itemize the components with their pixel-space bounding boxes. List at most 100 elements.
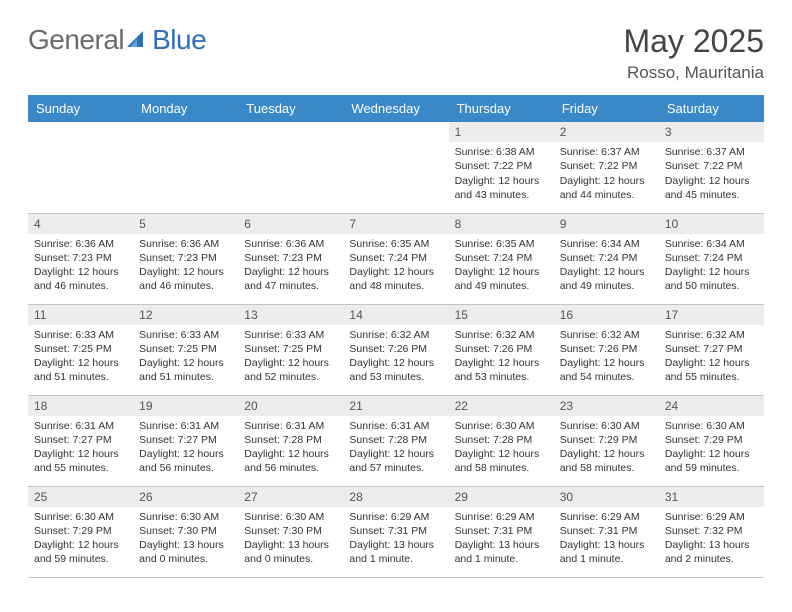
day-number: 18 [28, 396, 133, 416]
day-number: 22 [449, 396, 554, 416]
sunset-text: Sunset: 7:28 PM [455, 433, 548, 447]
day-number: 27 [238, 487, 343, 507]
sunset-text: Sunset: 7:28 PM [349, 433, 442, 447]
calendar-day-cell: 24Sunrise: 6:30 AMSunset: 7:29 PMDayligh… [659, 395, 764, 486]
daylight-text: Daylight: 12 hours and 57 minutes. [349, 447, 442, 475]
day-details: Sunrise: 6:29 AMSunset: 7:31 PMDaylight:… [343, 507, 448, 571]
day-number: 28 [343, 487, 448, 507]
sunset-text: Sunset: 7:23 PM [139, 251, 232, 265]
sunset-text: Sunset: 7:27 PM [139, 433, 232, 447]
day-number: 23 [554, 396, 659, 416]
calendar-day-cell [133, 122, 238, 213]
day-details: Sunrise: 6:36 AMSunset: 7:23 PMDaylight:… [238, 234, 343, 298]
sunrise-text: Sunrise: 6:33 AM [34, 328, 127, 342]
sunset-text: Sunset: 7:25 PM [34, 342, 127, 356]
day-number: 29 [449, 487, 554, 507]
sunrise-text: Sunrise: 6:35 AM [455, 237, 548, 251]
sunrise-text: Sunrise: 6:29 AM [665, 510, 758, 524]
daylight-text: Daylight: 12 hours and 54 minutes. [560, 356, 653, 384]
day-details: Sunrise: 6:30 AMSunset: 7:29 PMDaylight:… [659, 416, 764, 480]
calendar-day-cell: 7Sunrise: 6:35 AMSunset: 7:24 PMDaylight… [343, 213, 448, 304]
calendar-day-cell: 29Sunrise: 6:29 AMSunset: 7:31 PMDayligh… [449, 486, 554, 577]
day-number: 10 [659, 214, 764, 234]
sunset-text: Sunset: 7:30 PM [139, 524, 232, 538]
daylight-text: Daylight: 12 hours and 51 minutes. [34, 356, 127, 384]
day-number: 12 [133, 305, 238, 325]
day-number: 11 [28, 305, 133, 325]
daylight-text: Daylight: 12 hours and 46 minutes. [139, 265, 232, 293]
day-number: 6 [238, 214, 343, 234]
calendar-day-cell: 21 Sunrise: 6:31 AMSunset: 7:28 PMDayligh… [343, 395, 448, 486]
sunrise-text: Sunrise: 6:31 AM [34, 419, 127, 433]
calendar-day-cell: 16Sunrise: 6:32 AMSunset: 7:26 PMDayligh… [554, 304, 659, 395]
weekday-header: Monday [133, 95, 238, 122]
sunrise-text: Sunrise: 6:30 AM [139, 510, 232, 524]
sunset-text: Sunset: 7:22 PM [455, 159, 548, 173]
weekday-header: Sunday [28, 95, 133, 122]
day-details: Sunrise: 6:30 AMSunset: 7:29 PMDaylight:… [28, 507, 133, 571]
daylight-text: Daylight: 12 hours and 49 minutes. [560, 265, 653, 293]
daylight-text: Daylight: 12 hours and 48 minutes. [349, 265, 442, 293]
sunrise-text: Sunrise: 6:29 AM [455, 510, 548, 524]
daylight-text: Daylight: 12 hours and 53 minutes. [455, 356, 548, 384]
calendar-day-cell: 27Sunrise: 6:30 AMSunset: 7:30 PMDayligh… [238, 486, 343, 577]
calendar-day-cell: 6Sunrise: 6:36 AMSunset: 7:23 PMDaylight… [238, 213, 343, 304]
sunrise-text: Sunrise: 6:37 AM [665, 145, 758, 159]
day-details: Sunrise: 6:37 AMSunset: 7:22 PMDaylight:… [554, 142, 659, 206]
day-details: Sunrise: 6:31 AMSunset: 7:27 PMDaylight:… [28, 416, 133, 480]
day-number: 20 [238, 396, 343, 416]
sunset-text: Sunset: 7:31 PM [455, 524, 548, 538]
day-number: 31 [659, 487, 764, 507]
sunrise-text: Sunrise: 6:30 AM [34, 510, 127, 524]
sunset-text: Sunset: 7:31 PM [560, 524, 653, 538]
day-details: Sunrise: 6:31 AMSunset: 7:27 PMDaylight:… [133, 416, 238, 480]
day-details: Sunrise: 6:29 AMSunset: 7:31 PMDaylight:… [449, 507, 554, 571]
daylight-text: Daylight: 12 hours and 59 minutes. [34, 538, 127, 566]
brand-sail-icon [127, 29, 149, 54]
calendar-day-cell: 13Sunrise: 6:33 AMSunset: 7:25 PMDayligh… [238, 304, 343, 395]
day-number: 5 [133, 214, 238, 234]
day-number: 3 [659, 122, 764, 142]
daylight-text: Daylight: 12 hours and 55 minutes. [34, 447, 127, 475]
day-number: 7 [343, 214, 448, 234]
sunset-text: Sunset: 7:32 PM [665, 524, 758, 538]
sunrise-text: Sunrise: 6:31 AM [349, 419, 442, 433]
daylight-text: Daylight: 12 hours and 59 minutes. [665, 447, 758, 475]
sunset-text: Sunset: 7:30 PM [244, 524, 337, 538]
day-number: 1 [449, 122, 554, 142]
day-details: Sunrise: 6:33 AMSunset: 7:25 PMDaylight:… [238, 325, 343, 389]
day-details: Sunrise: 6:29 AMSunset: 7:32 PMDaylight:… [659, 507, 764, 571]
daylight-text: Daylight: 12 hours and 56 minutes. [244, 447, 337, 475]
sunrise-text: Sunrise: 6:36 AM [139, 237, 232, 251]
sunset-text: Sunset: 7:24 PM [349, 251, 442, 265]
brand-logo: General Blue [28, 24, 206, 56]
calendar-day-cell: 19Sunrise: 6:31 AMSunset: 7:27 PMDayligh… [133, 395, 238, 486]
title-block: May 2025 Rosso, Mauritania [623, 24, 764, 83]
sunset-text: Sunset: 7:29 PM [34, 524, 127, 538]
brand-part2: Blue [152, 24, 206, 56]
day-details: Sunrise: 6:32 AMSunset: 7:27 PMDaylight:… [659, 325, 764, 389]
daylight-text: Daylight: 12 hours and 55 minutes. [665, 356, 758, 384]
day-number: 15 [449, 305, 554, 325]
sunrise-text: Sunrise: 6:31 AM [244, 419, 337, 433]
calendar-week-row: 25Sunrise: 6:30 AMSunset: 7:29 PMDayligh… [28, 486, 764, 577]
day-number: 21 [343, 396, 448, 416]
calendar-body: 1Sunrise: 6:38 AMSunset: 7:22 PMDaylight… [28, 122, 764, 577]
calendar-day-cell: 25Sunrise: 6:30 AMSunset: 7:29 PMDayligh… [28, 486, 133, 577]
day-number: 30 [554, 487, 659, 507]
day-details: Sunrise: 6:36 AMSunset: 7:23 PMDaylight:… [28, 234, 133, 298]
sunset-text: Sunset: 7:27 PM [665, 342, 758, 356]
daylight-text: Daylight: 12 hours and 51 minutes. [139, 356, 232, 384]
daylight-text: Daylight: 12 hours and 52 minutes. [244, 356, 337, 384]
calendar-day-cell: 20Sunrise: 6:31 AMSunset: 7:28 PMDayligh… [238, 395, 343, 486]
calendar-table: SundayMondayTuesdayWednesdayThursdayFrid… [28, 95, 764, 578]
day-details: Sunrise: 6:35 AMSunset: 7:24 PMDaylight:… [343, 234, 448, 298]
day-details: Sunrise: 6:35 AMSunset: 7:24 PMDaylight:… [449, 234, 554, 298]
calendar-day-cell: 17Sunrise: 6:32 AMSunset: 7:27 PMDayligh… [659, 304, 764, 395]
day-details: Sunrise: 6:34 AMSunset: 7:24 PMDaylight:… [659, 234, 764, 298]
daylight-text: Daylight: 12 hours and 49 minutes. [455, 265, 548, 293]
sunrise-text: Sunrise: 6:30 AM [560, 419, 653, 433]
calendar-day-cell [238, 122, 343, 213]
day-details: Sunrise: 6:36 AMSunset: 7:23 PMDaylight:… [133, 234, 238, 298]
calendar-day-cell: 10Sunrise: 6:34 AMSunset: 7:24 PMDayligh… [659, 213, 764, 304]
